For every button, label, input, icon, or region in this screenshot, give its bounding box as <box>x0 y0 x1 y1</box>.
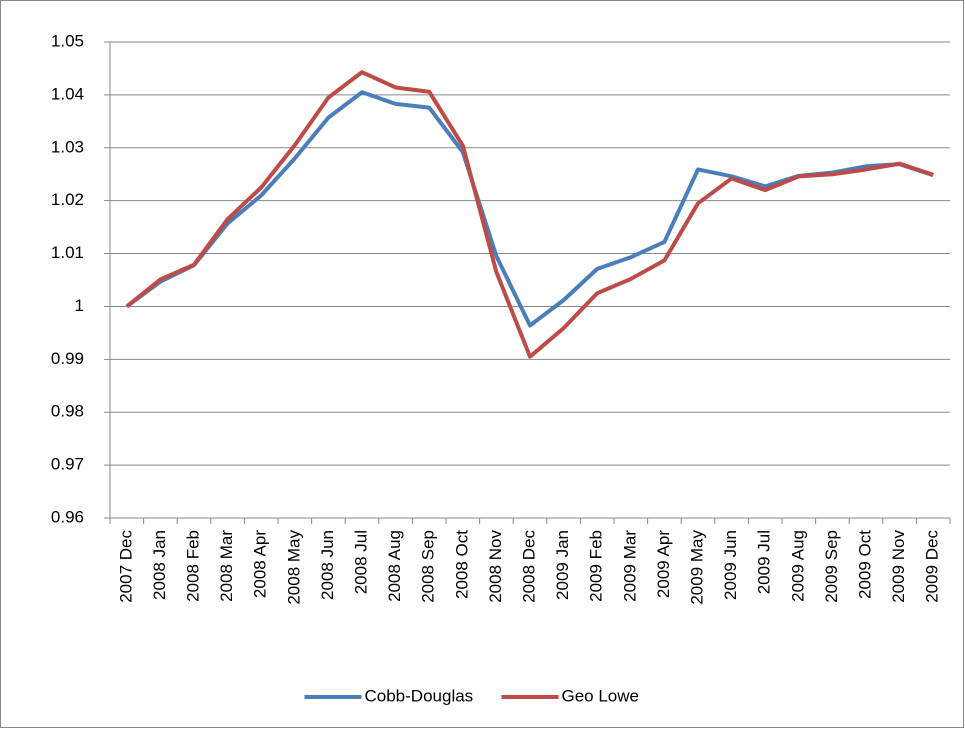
x-tick-label: 2008 Jan <box>150 530 169 600</box>
x-tick-label: 2009 Jan <box>553 530 572 600</box>
y-tick-label: 0.97 <box>51 455 84 474</box>
x-tick-label: 2009 Apr <box>654 530 673 598</box>
x-tick-label: 2008 Apr <box>251 530 270 598</box>
y-tick-label: 1.05 <box>51 31 84 50</box>
x-tick-label: 2009 Mar <box>620 530 639 602</box>
x-tick-label: 2008 Aug <box>385 530 404 602</box>
x-tick-label: 2008 Jul <box>351 530 370 594</box>
series-line <box>125 70 934 359</box>
x-tick-label: 2009 Dec <box>923 530 942 603</box>
y-tick-label: 1.02 <box>51 190 84 209</box>
x-tick-label: 2009 Sep <box>822 530 841 603</box>
x-tick-label: 2008 Feb <box>183 530 202 602</box>
x-tick-label: 2008 Oct <box>452 530 471 599</box>
y-tick-label: 1.03 <box>51 137 84 156</box>
x-tick-label: 2009 Jul <box>755 530 774 594</box>
x-tick-label: 2007 Dec <box>116 530 135 603</box>
y-tick-label: 1 <box>75 296 84 315</box>
x-tick-label: 2009 Nov <box>889 530 908 603</box>
x-tick-label: 2008 Sep <box>419 530 438 603</box>
y-tick-label: 1.01 <box>51 243 84 262</box>
y-tick-label: 0.96 <box>51 507 84 526</box>
legend-label: Geo Lowe <box>562 686 640 705</box>
y-tick-label: 0.99 <box>51 349 84 368</box>
x-tick-label: 2009 May <box>687 530 706 605</box>
x-tick-label: 2008 Jun <box>318 530 337 600</box>
x-tick-label: 2009 Aug <box>788 530 807 602</box>
y-tick-label: 1.04 <box>51 84 84 103</box>
legend-label: Cobb-Douglas <box>365 686 474 705</box>
x-tick-label: 2009 Feb <box>587 530 606 602</box>
x-tick-label: 2009 Jun <box>721 530 740 600</box>
x-tick-label: 2008 Mar <box>217 530 236 602</box>
y-tick-label: 0.98 <box>51 402 84 421</box>
x-tick-label: 2008 May <box>284 530 303 605</box>
x-tick-label: 2008 Nov <box>486 530 505 603</box>
x-tick-label: 2009 Oct <box>855 530 874 599</box>
x-tick-label: 2008 Dec <box>519 530 538 603</box>
